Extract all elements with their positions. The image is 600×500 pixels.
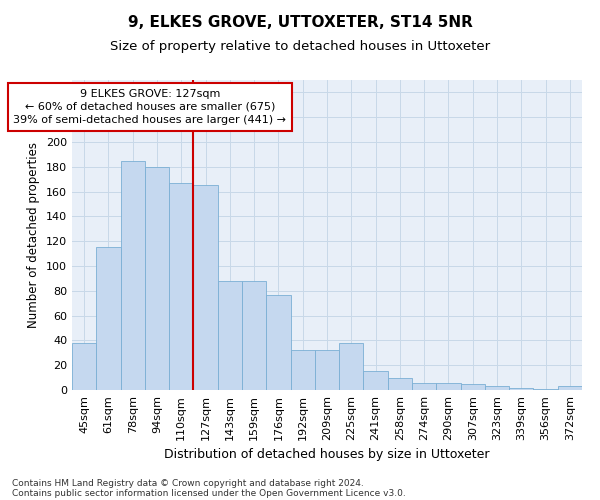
Bar xyxy=(509,388,533,390)
Bar xyxy=(436,382,461,390)
Bar xyxy=(533,389,558,390)
Bar xyxy=(290,350,315,390)
Bar xyxy=(72,343,96,390)
Bar xyxy=(412,382,436,390)
Bar xyxy=(558,386,582,390)
Bar xyxy=(145,167,169,390)
Bar xyxy=(121,160,145,390)
Bar xyxy=(266,294,290,390)
Text: Size of property relative to detached houses in Uttoxeter: Size of property relative to detached ho… xyxy=(110,40,490,53)
Text: 9 ELKES GROVE: 127sqm
← 60% of detached houses are smaller (675)
39% of semi-det: 9 ELKES GROVE: 127sqm ← 60% of detached … xyxy=(13,88,286,125)
Bar xyxy=(339,343,364,390)
X-axis label: Distribution of detached houses by size in Uttoxeter: Distribution of detached houses by size … xyxy=(164,448,490,462)
Bar xyxy=(96,248,121,390)
Bar xyxy=(218,281,242,390)
Bar xyxy=(364,372,388,390)
Text: 9, ELKES GROVE, UTTOXETER, ST14 5NR: 9, ELKES GROVE, UTTOXETER, ST14 5NR xyxy=(128,15,472,30)
Text: Contains HM Land Registry data © Crown copyright and database right 2024.: Contains HM Land Registry data © Crown c… xyxy=(12,478,364,488)
Bar xyxy=(193,186,218,390)
Bar xyxy=(485,386,509,390)
Bar xyxy=(461,384,485,390)
Bar xyxy=(315,350,339,390)
Text: Contains public sector information licensed under the Open Government Licence v3: Contains public sector information licen… xyxy=(12,488,406,498)
Y-axis label: Number of detached properties: Number of detached properties xyxy=(28,142,40,328)
Bar xyxy=(169,183,193,390)
Bar xyxy=(242,281,266,390)
Bar xyxy=(388,378,412,390)
